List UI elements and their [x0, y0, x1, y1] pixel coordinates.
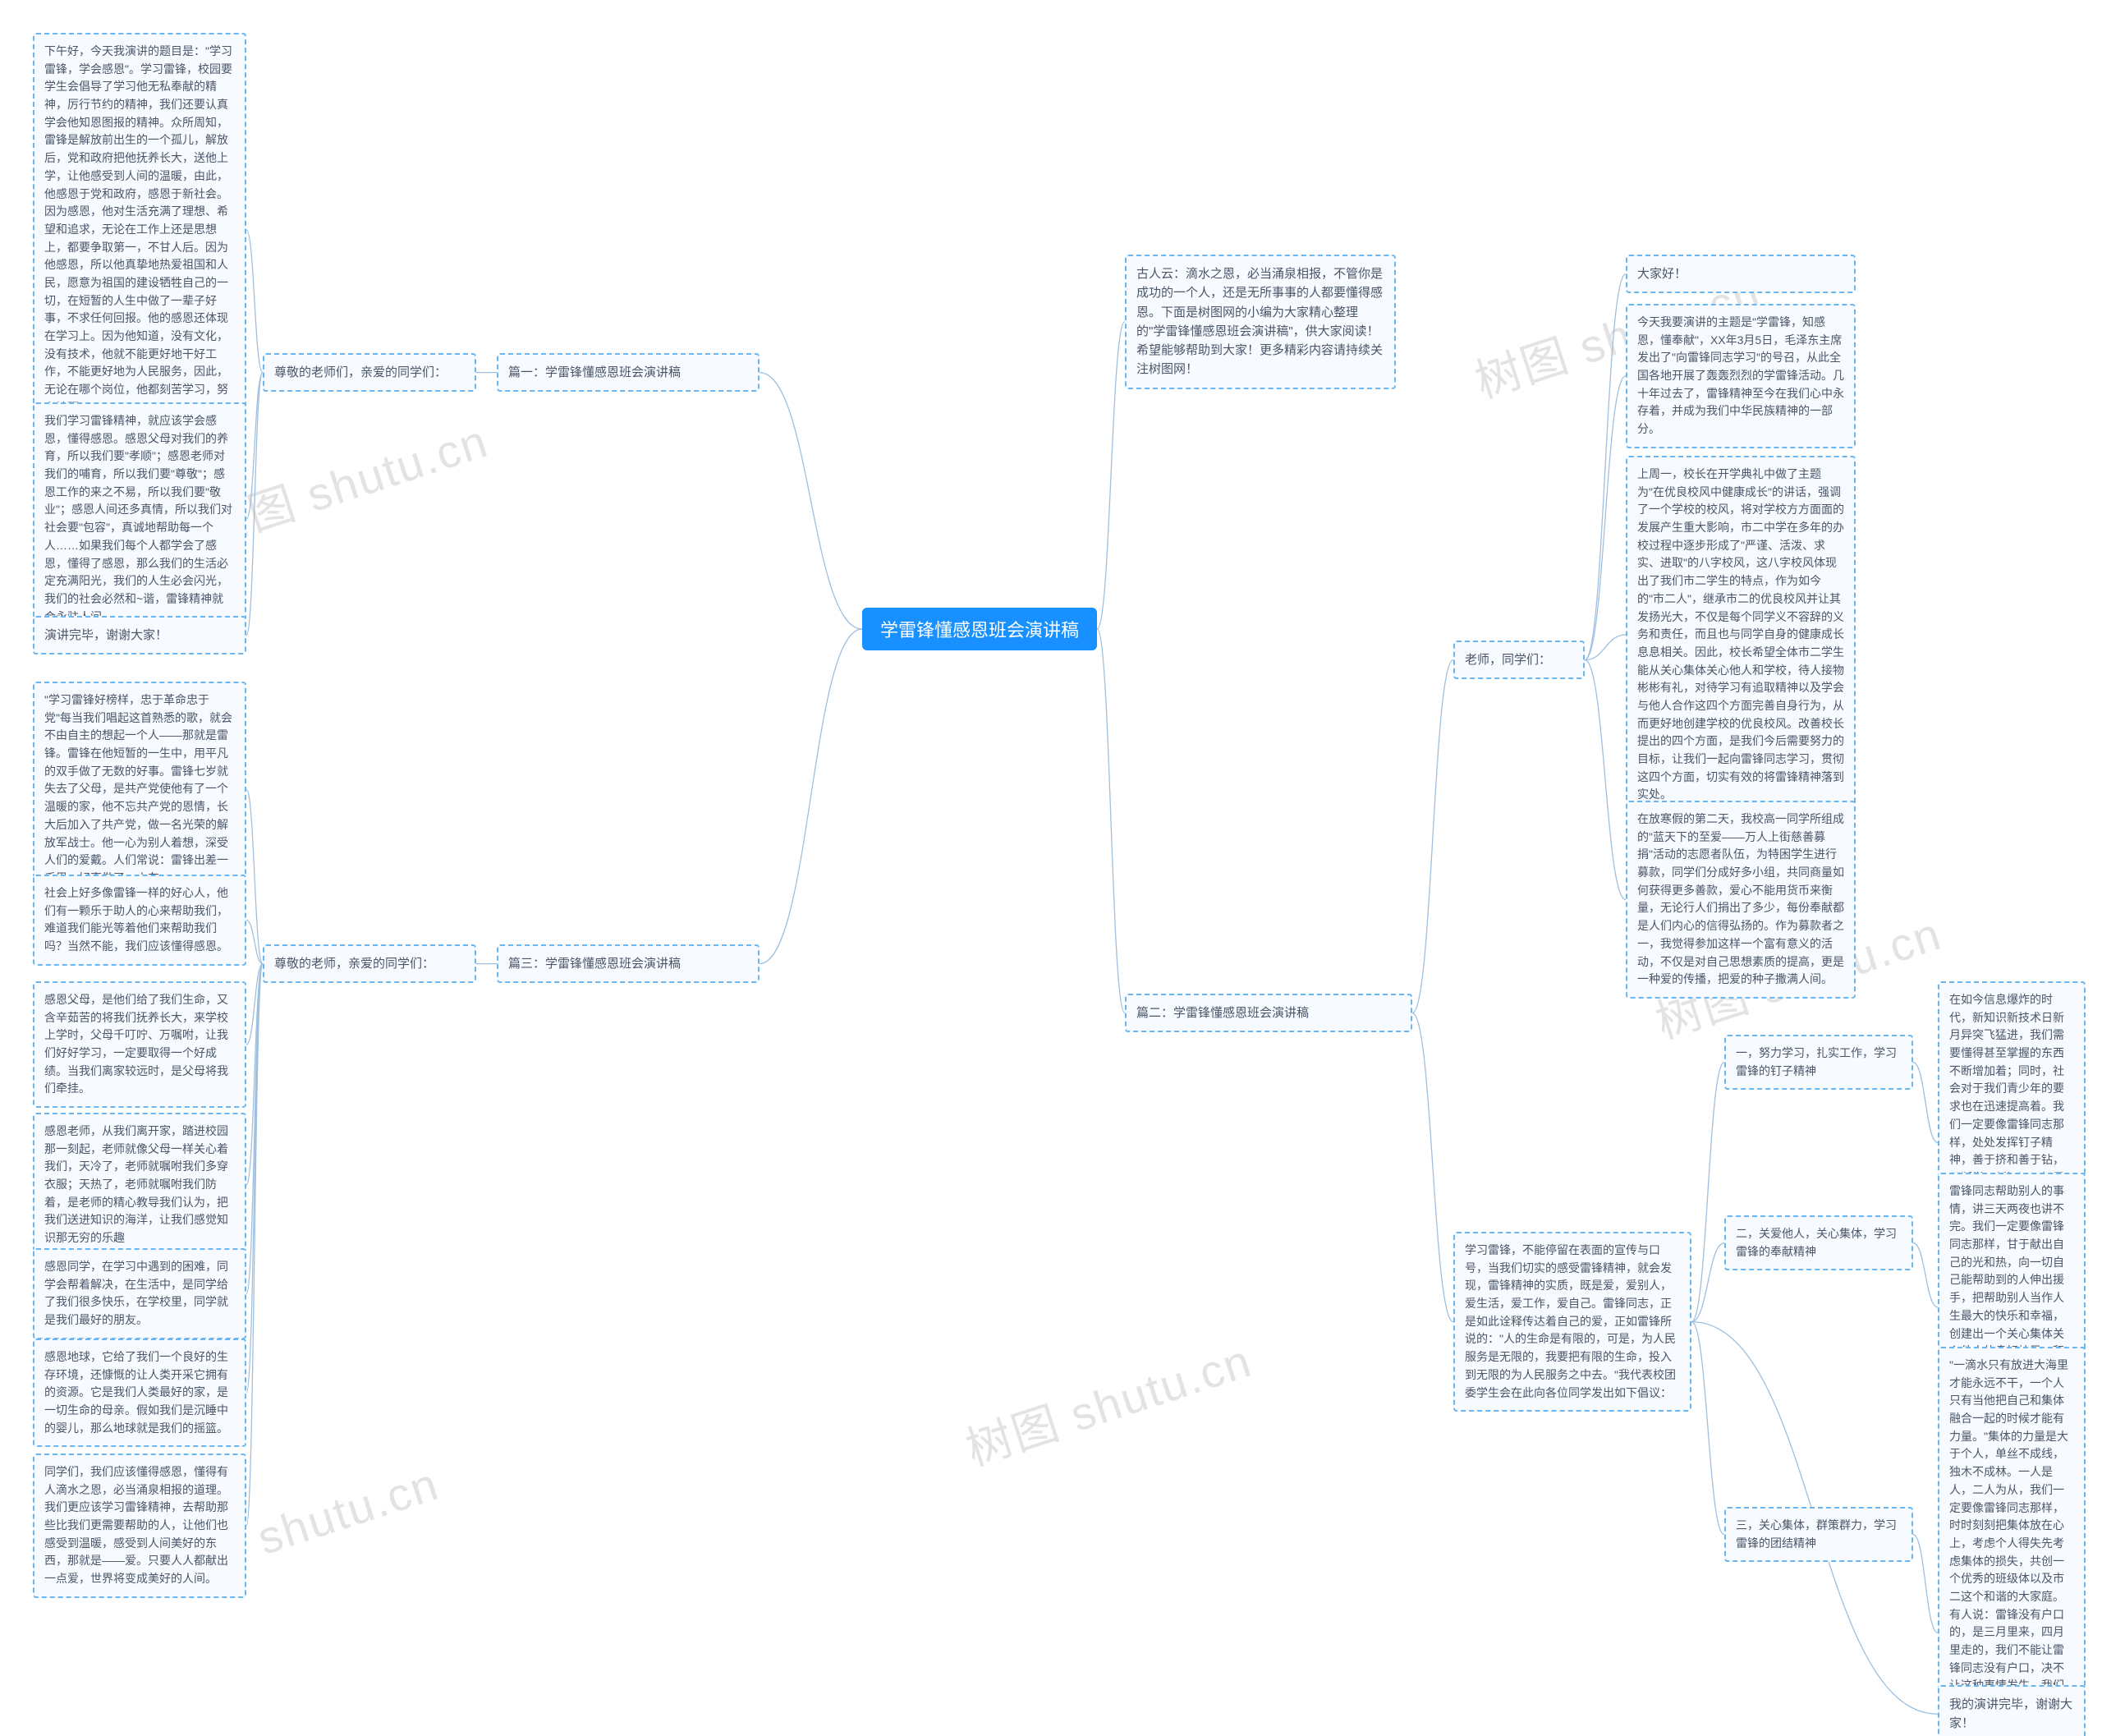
- node-chapter-2-greeting: 大家好！: [1626, 255, 1856, 293]
- node-chapter-1-end: 演讲完毕，谢谢大家！: [33, 616, 246, 654]
- node-advice-3: 三，关心集体，群策群力，学习雷锋的团结精神: [1724, 1507, 1913, 1562]
- node-chapter-2-end: 我的演讲完毕，谢谢大家！: [1938, 1685, 2086, 1736]
- node-advice-3-text: "一滴水只有放进大海里才能永远不干，一个人只有当他把自己和集体融合一起的时候才能…: [1938, 1347, 2086, 1736]
- node-chapter-2-para-b: 今天我要演讲的主题是"学雷锋，知感恩，懂奉献"，XX年3月5日，毛泽东主席发出了…: [1626, 304, 1856, 448]
- node-chapter-3-salutation: 尊敬的老师，亲爱的同学们：: [263, 944, 476, 983]
- node-chapter-2-salutation: 老师，同学们：: [1453, 641, 1585, 679]
- node-chapter-2-para-d: 在放寒假的第二天，我校高一同学所组成的"蓝天下的至爱——万人上街慈善募捐"活动的…: [1626, 801, 1856, 999]
- root-node: 学雷锋懂感恩班会演讲稿: [862, 608, 1097, 650]
- node-chapter-1-para-a: 下午好，今天我演讲的题目是："学习雷锋，学会感恩"。学习雷锋，校园要学生会倡导了…: [33, 33, 246, 426]
- node-chapter-3-para-e: 感恩同学，在学习中遇到的困难，同学会帮着解决，在生活中，是同学给了我们很多快乐，…: [33, 1248, 246, 1339]
- node-chapter-1: 篇一：学雷锋懂感恩班会演讲稿: [497, 353, 760, 392]
- node-chapter-3-para-c: 感恩父母，是他们给了我们生命，又含辛茹苦的将我们抚养长大，来学校上学时，父母千叮…: [33, 981, 246, 1108]
- node-intro: 古人云：滴水之恩，必当涌泉相报，不管你是成功的一个人，还是无所事事的人都要懂得感…: [1125, 255, 1396, 389]
- node-chapter-3-para-a: "学习雷锋好榜样，忠于革命忠于党"每当我们唱起这首熟悉的歌，就会不由自主的想起一…: [33, 682, 246, 898]
- node-chapter-2-advice: 学习雷锋，不能停留在表面的宣传与口号，当我们切实的感受雷锋精神，就会发现，雷锋精…: [1453, 1232, 1691, 1412]
- node-chapter-2-para-c: 上周一，校长在开学典礼中做了主题为"在优良校风中健康成长"的讲话，强调了一个学校…: [1626, 456, 1856, 814]
- node-advice-1: 一，努力学习，扎实工作，学习雷锋的钉子精神: [1724, 1035, 1913, 1090]
- node-chapter-1-para-b: 我们学习雷锋精神，就应该学会感恩，懂得感恩。感恩父母对我们的养育，所以我们要"孝…: [33, 402, 246, 636]
- node-chapter-3: 篇三：学雷锋懂感恩班会演讲稿: [497, 944, 760, 983]
- node-chapter-3-para-b: 社会上好多像雷锋一样的好心人，他们有一颗乐于助人的心来帮助我们，难道我们能光等着…: [33, 875, 246, 966]
- node-chapter-3-para-g: 同学们，我们应该懂得感恩，懂得有人滴水之恩，必当涌泉相报的道理。我们更应该学习雷…: [33, 1454, 246, 1598]
- node-chapter-3-para-d: 感恩老师，从我们离开家，踏进校园那一刻起，老师就像父母一样关心着我们，天冷了，老…: [33, 1113, 246, 1257]
- node-chapter-2: 篇二：学雷锋懂感恩班会演讲稿: [1125, 994, 1412, 1032]
- node-advice-2: 二，关爱他人，关心集体，学习雷锋的奉献精神: [1724, 1215, 1913, 1270]
- watermark: 树图 shutu.cn: [957, 1324, 1260, 1479]
- node-chapter-1-salutation: 尊敬的老师们，亲爱的同学们：: [263, 353, 476, 392]
- node-chapter-3-para-f: 感恩地球，它给了我们一个良好的生存环境，还慷慨的让人类开采它拥有的资源。它是我们…: [33, 1339, 246, 1447]
